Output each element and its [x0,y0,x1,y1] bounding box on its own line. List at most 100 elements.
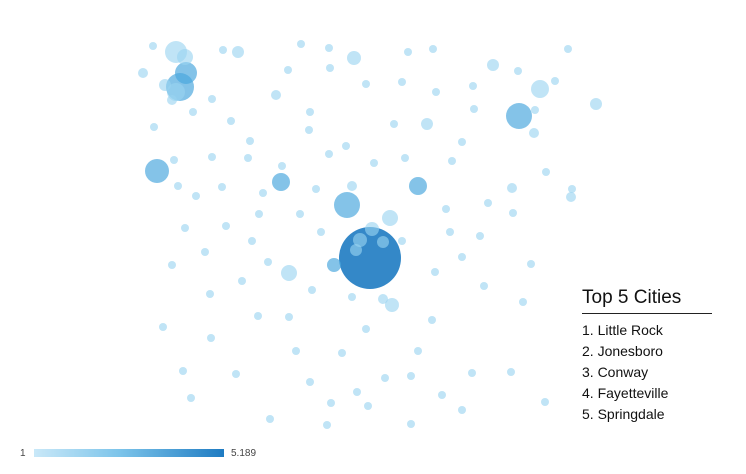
city-bubble [259,189,267,197]
city-bubble [222,222,230,230]
city-bubble [159,323,167,331]
city-bubble [506,103,532,129]
city-bubble [189,108,197,116]
city-bubble [407,372,415,380]
city-bubble [590,98,602,110]
city-bubble [382,210,398,226]
city-bubble [484,199,492,207]
city-bubble [308,286,316,294]
city-bubble [381,374,389,382]
city-bubble [350,244,362,256]
city-bubble [334,192,360,218]
city-bubble [378,294,388,304]
city-bubble [428,316,436,324]
city-bubble [232,370,240,378]
city-bubble [207,334,215,342]
city-bubble [150,123,158,131]
city-bubble [138,68,148,78]
city-bubble [159,79,171,91]
city-bubble [390,120,398,128]
city-bubble [271,90,281,100]
city-bubble [264,258,272,266]
city-bubble-top [339,227,401,289]
city-bubble [174,182,182,190]
city-bubble [208,153,216,161]
city-bubble [514,67,522,75]
city-bubble [531,106,539,114]
city-bubble [407,420,415,428]
city-bubble [448,157,456,165]
city-bubble [177,49,193,65]
city-bubble [421,118,433,130]
city-bubble [312,185,320,193]
city-bubble [468,369,476,377]
city-bubble [175,62,197,84]
city-bubble [458,253,466,261]
city-bubble [409,177,427,195]
city-bubble [208,95,216,103]
city-bubble [377,236,389,248]
city-bubble [317,228,325,236]
city-bubble [192,192,200,200]
city-bubble [347,181,357,191]
city-bubble [509,209,517,217]
city-bubble [458,406,466,414]
city-bubble [401,154,409,162]
city-bubble [246,137,254,145]
city-bubble [519,298,527,306]
city-bubble [431,268,439,276]
city-bubble [470,105,478,113]
city-bubble [296,210,304,218]
city-bubble [325,44,333,52]
city-bubble [458,138,466,146]
city-bubble [362,80,370,88]
city-bubble [244,154,252,162]
city-bubble [219,46,227,54]
city-bubble [181,224,189,232]
city-bubble [168,261,176,269]
city-bubble [529,128,539,138]
city-bubble [487,59,499,71]
legend-item-2: 2. Jonesboro [582,343,663,359]
city-bubble [232,46,244,58]
city-bubble [255,210,263,218]
legend-item-1: 1. Little Rock [582,322,663,338]
city-bubble [541,398,549,406]
city-bubble [398,78,406,86]
city-bubble [167,95,177,105]
city-bubble [149,42,157,50]
city-bubble [446,228,454,236]
city-bubble [531,80,549,98]
city-bubble [414,347,422,355]
scale-max-label: 5.189 [231,448,257,459]
city-bubble [306,378,314,386]
city-bubble [476,232,484,240]
city-bubble [327,258,341,272]
city-bubble [266,415,274,423]
city-bubble [206,290,214,298]
legend-list: 1. Little Rock 2. Jonesboro 3. Conway 4.… [582,320,722,425]
city-bubble [542,168,550,176]
city-bubble [429,45,437,53]
city-bubble [278,162,286,170]
city-bubble [398,237,406,245]
city-bubble [327,399,335,407]
city-bubble [284,66,292,74]
city-bubble [292,347,300,355]
city-bubble [254,312,262,320]
city-bubble [564,45,572,53]
city-bubble [438,391,446,399]
city-bubble [248,237,256,245]
city-bubble [566,192,576,202]
city-bubble [362,325,370,333]
city-bubble [342,142,350,150]
city-bubble [281,265,297,281]
city-bubble [227,117,235,125]
city-bubble [297,40,305,48]
city-bubble [187,394,195,402]
top-cities-legend: Top 5 Cities 1. Little Rock 2. Jonesboro… [582,286,722,425]
city-bubble [385,298,399,312]
city-bubble [568,185,576,193]
city-bubble [469,82,477,90]
city-bubble [306,108,314,116]
